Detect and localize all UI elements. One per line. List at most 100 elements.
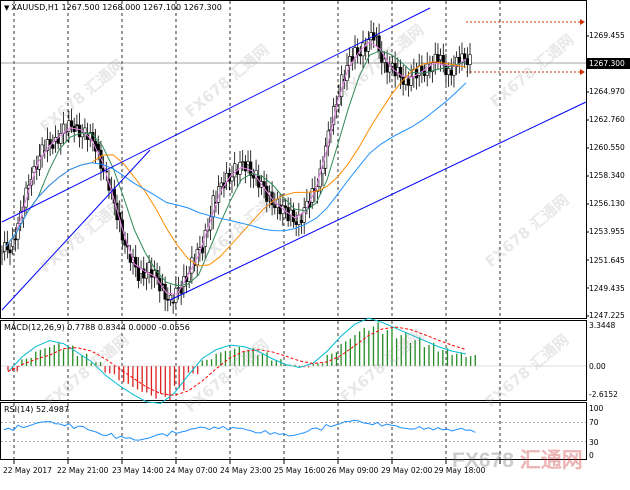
ma-slow-line	[5, 82, 467, 247]
candle-body	[69, 120, 74, 127]
candle-body	[414, 69, 419, 79]
candle-body	[166, 298, 170, 301]
rsi-axis-label: 70	[589, 418, 599, 427]
candle-body	[468, 54, 472, 65]
candle-body	[75, 124, 79, 126]
candle-body	[369, 32, 373, 40]
time-axis-label: 24 May 23:00	[220, 466, 272, 475]
macd-label: MACD(12,26,9) 0.7788 0.8344 0.0000 -0.05…	[4, 323, 190, 332]
collapse-triangle-icon[interactable]: ▼	[4, 4, 10, 12]
time-axis-label: 24 May 07:00	[166, 466, 218, 475]
candle-body	[463, 53, 467, 59]
macd-axis-label: -2.6152	[589, 390, 618, 399]
candle-body	[24, 187, 28, 208]
candle-body	[321, 167, 325, 175]
channel-upper-line	[1, 7, 431, 223]
channel-lower-line	[169, 101, 587, 301]
candle-body	[409, 76, 413, 86]
symbol-ohlc-text: XAUUSD,H1 1267.500 1268.000 1267.100 126…	[11, 3, 222, 12]
ma-fastest-line	[5, 41, 467, 295]
candle-body	[0, 250, 4, 254]
candle-body	[51, 144, 55, 149]
candle-body	[283, 205, 288, 208]
candle-body	[96, 143, 100, 151]
candle-body	[436, 54, 440, 63]
price-axis-label: 1264.970	[589, 87, 625, 96]
candle-body	[13, 238, 17, 241]
candle-body	[265, 185, 269, 202]
time-axis-label: 29 May 02:00	[381, 466, 433, 475]
rsi-panel-border	[0, 402, 587, 460]
candle-body	[241, 161, 245, 163]
candle-body	[174, 287, 178, 303]
candle-body	[465, 58, 469, 65]
candle-body	[8, 249, 12, 254]
candle-body	[398, 66, 403, 78]
price-axis-label: 1251.645	[589, 256, 625, 265]
candle-body	[374, 35, 379, 38]
price-axis-label: 1249.435	[589, 284, 625, 293]
candle-body	[358, 54, 362, 57]
candle-body	[219, 182, 223, 187]
candle-body	[447, 68, 451, 75]
time-axis-label: 29 May 18:00	[434, 466, 486, 475]
candle-body	[262, 181, 266, 187]
candle-body	[251, 175, 255, 179]
candle-body	[59, 133, 63, 144]
target-arrow-icon	[580, 19, 585, 25]
candle-body	[366, 39, 370, 52]
candle-body	[230, 176, 234, 182]
price-axis-label: 1260.550	[589, 143, 625, 152]
ma-fast-line	[5, 50, 467, 287]
candle-body	[217, 186, 221, 203]
time-axis-label: 25 May 16:00	[274, 466, 326, 475]
candle-body	[176, 287, 181, 289]
candle-body	[136, 266, 140, 281]
channel-left-line	[1, 149, 151, 311]
candle-body	[134, 256, 138, 268]
candle-body	[123, 239, 127, 246]
rsi-axis-label: 0	[589, 451, 594, 460]
macd-line	[7, 317, 467, 404]
rsi-axis-label: 30	[589, 438, 599, 447]
fx678-logo: FX678 汇通网	[452, 444, 583, 474]
candle-body	[294, 221, 298, 225]
logo-text-left: FX678	[452, 449, 514, 472]
rsi-line	[3, 419, 476, 441]
candle-body	[406, 78, 411, 86]
candle-body	[310, 188, 314, 203]
time-axis-label: 22 May 21:00	[57, 466, 109, 475]
candle-body	[449, 69, 453, 76]
price-axis-label: 1269.455	[589, 31, 625, 40]
current-price-tag: 1267.300	[586, 58, 630, 69]
candle-body	[246, 161, 250, 166]
logo-text-right: 汇通网	[519, 449, 583, 472]
time-axis-label: 22 May 2017	[3, 466, 52, 475]
candle-body	[390, 63, 395, 67]
candle-body	[3, 242, 7, 252]
price-axis-label: 1262.760	[589, 115, 625, 124]
candle-body	[438, 55, 443, 61]
candle-body	[382, 58, 387, 63]
price-panel-border	[0, 0, 587, 319]
macd-signal-line	[7, 326, 467, 396]
candle-body	[150, 269, 154, 278]
candle-body	[364, 46, 368, 52]
candle-body	[206, 229, 210, 232]
time-axis-label: 23 May 14:00	[112, 466, 164, 475]
candle-body	[37, 155, 42, 170]
candle-body	[83, 127, 87, 133]
candle-body	[444, 64, 448, 75]
price-axis-label: 1258.340	[589, 171, 625, 180]
candle-body	[302, 207, 306, 223]
candle-body	[171, 301, 175, 304]
target-arrow-icon	[580, 69, 585, 75]
macd-panel-border	[0, 320, 587, 401]
candle-body	[200, 247, 205, 254]
candle-body	[107, 178, 111, 191]
chart-title: ▼ XAUUSD,H1 1267.500 1268.000 1267.100 12…	[4, 3, 222, 12]
price-axis-label: 1253.955	[589, 227, 625, 236]
candle-body	[425, 63, 429, 76]
